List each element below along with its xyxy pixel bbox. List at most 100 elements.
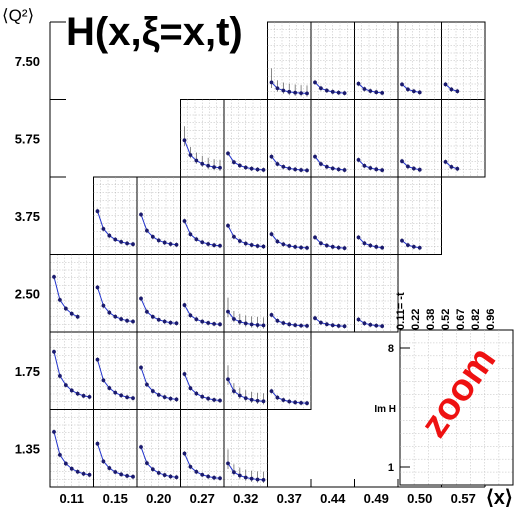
data-point xyxy=(270,313,274,317)
t-value-label: 0.11= -t xyxy=(395,292,407,330)
panel xyxy=(50,410,94,488)
data-point xyxy=(368,323,372,327)
t-value-label: 0.67 xyxy=(455,309,467,330)
data-point xyxy=(145,383,149,387)
data-point xyxy=(256,244,260,248)
data-point xyxy=(163,320,167,324)
panel xyxy=(224,332,268,410)
data-point xyxy=(113,315,117,319)
data-point xyxy=(287,90,291,94)
panel xyxy=(137,177,181,255)
data-point xyxy=(107,311,111,315)
data-point xyxy=(337,91,341,95)
x-tick-label: 0.32 xyxy=(233,491,258,506)
x-tick-label: 0.50 xyxy=(407,491,432,506)
data-point xyxy=(276,319,280,323)
data-point xyxy=(151,235,155,239)
panel xyxy=(311,100,355,178)
data-point xyxy=(374,324,378,328)
data-point xyxy=(76,315,80,319)
zoom-axis-label: Im H xyxy=(374,404,396,415)
data-point xyxy=(139,213,143,217)
data-point xyxy=(52,350,56,354)
data-point xyxy=(276,86,280,90)
data-point xyxy=(70,389,74,393)
data-point xyxy=(305,92,309,96)
data-point xyxy=(145,229,149,233)
data-point xyxy=(244,476,248,480)
data-point xyxy=(299,246,303,250)
data-point xyxy=(58,374,62,378)
x-tick-label: 0.20 xyxy=(146,491,171,506)
data-point xyxy=(455,89,459,93)
panel xyxy=(398,177,442,255)
q2-tick-label: 1.35 xyxy=(15,442,40,457)
data-point xyxy=(374,167,378,171)
panel xyxy=(181,255,225,333)
data-point xyxy=(194,470,198,474)
data-point xyxy=(250,167,254,171)
data-point xyxy=(319,86,323,90)
data-point xyxy=(206,397,210,401)
data-point xyxy=(70,467,74,471)
data-point xyxy=(363,164,367,168)
x-tick-label: 0.27 xyxy=(190,491,215,506)
data-point xyxy=(244,166,248,170)
data-point xyxy=(64,307,68,311)
panel xyxy=(181,410,225,488)
data-point xyxy=(357,236,361,240)
panel xyxy=(442,100,486,178)
data-point xyxy=(194,392,198,396)
data-point xyxy=(102,459,106,463)
data-point xyxy=(139,445,143,449)
data-point xyxy=(368,244,372,248)
data-point xyxy=(380,91,384,95)
data-point xyxy=(325,89,329,93)
data-point xyxy=(406,165,410,169)
panel xyxy=(94,255,138,333)
data-point xyxy=(299,324,303,328)
panel xyxy=(311,255,355,333)
data-point xyxy=(183,452,187,456)
panel xyxy=(355,100,399,178)
data-point xyxy=(281,242,285,246)
data-point xyxy=(244,322,248,326)
x-tick-label: 0.15 xyxy=(103,491,128,506)
panel xyxy=(137,332,181,410)
data-point xyxy=(157,471,161,475)
data-point xyxy=(96,285,100,289)
data-point xyxy=(212,243,216,247)
panel xyxy=(224,255,268,333)
data-point xyxy=(238,239,242,243)
data-point xyxy=(183,219,187,223)
data-point xyxy=(76,392,80,396)
data-point xyxy=(232,317,236,321)
data-point xyxy=(125,242,129,246)
data-point xyxy=(113,238,117,242)
data-point xyxy=(157,239,161,243)
data-point xyxy=(125,474,129,478)
data-point xyxy=(299,401,303,405)
data-point xyxy=(287,400,291,404)
data-point xyxy=(113,470,117,474)
data-point xyxy=(343,168,347,172)
data-point xyxy=(206,475,210,479)
panel xyxy=(268,255,312,333)
panel xyxy=(355,177,399,255)
data-point xyxy=(305,324,309,328)
data-point xyxy=(357,82,361,86)
data-point xyxy=(218,399,222,403)
data-point xyxy=(256,478,260,482)
data-point xyxy=(169,397,173,401)
panel xyxy=(355,22,399,100)
data-point xyxy=(163,473,167,477)
data-point xyxy=(262,399,266,403)
data-point xyxy=(262,323,266,327)
data-point xyxy=(232,470,236,474)
data-point xyxy=(256,399,260,403)
data-point xyxy=(238,320,242,324)
panel xyxy=(355,255,399,333)
data-point xyxy=(331,90,335,94)
q2-tick-label: 1.75 xyxy=(15,364,40,379)
data-point xyxy=(343,91,347,95)
